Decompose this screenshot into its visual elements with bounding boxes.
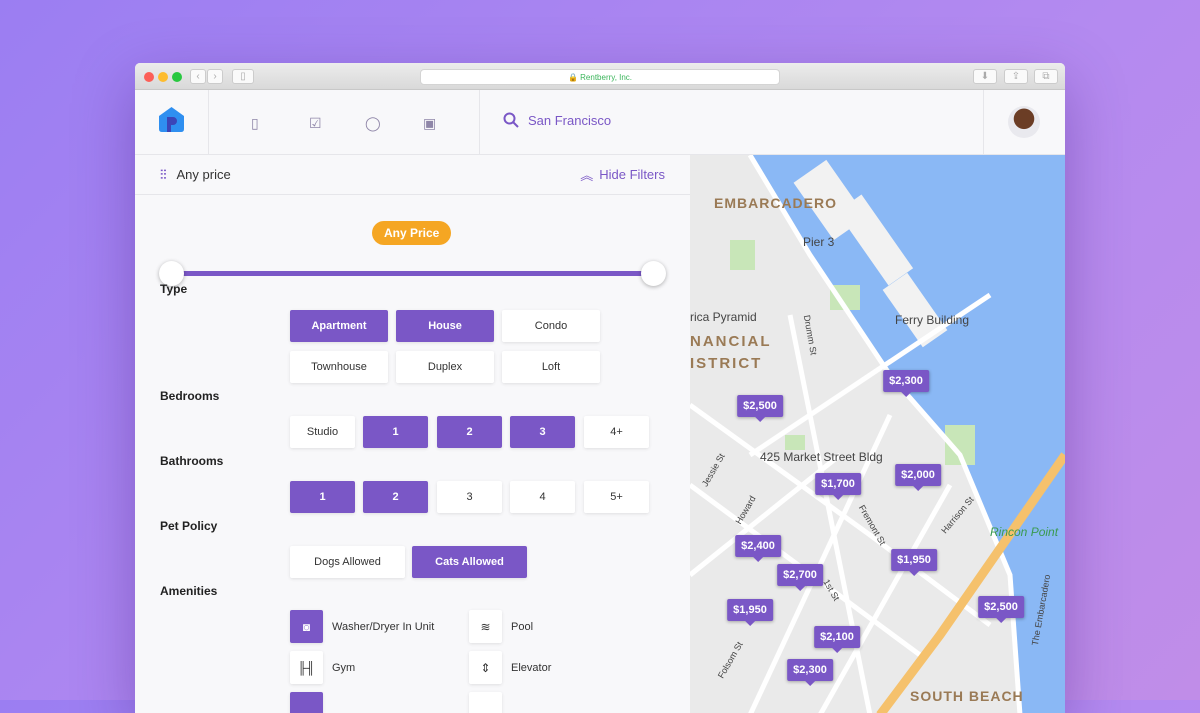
bathrooms-option[interactable]: 2 [363, 481, 428, 513]
type-label: Type [160, 282, 188, 296]
pet-policy-option[interactable]: Dogs Allowed [290, 546, 405, 578]
price-slider-min-handle[interactable] [159, 261, 184, 286]
amenity-option[interactable]: ≋ Pool [469, 610, 533, 643]
bedrooms-option[interactable]: 2 [437, 416, 502, 448]
type-option[interactable]: Loft [502, 351, 600, 383]
price-marker[interactable]: $2,300 [787, 659, 833, 686]
type-option[interactable]: Apartment [290, 310, 388, 342]
type-option[interactable]: Condo [502, 310, 600, 342]
bedrooms-option[interactable]: 4+ [584, 416, 649, 448]
map-label: Rincon Point [990, 525, 1059, 539]
back-button[interactable]: ‹ [190, 69, 206, 84]
price-summary: Any price [176, 167, 231, 182]
map-label: ISTRICT [690, 355, 763, 372]
bathrooms-option[interactable]: 5+ [584, 481, 649, 513]
price-pill: Any Price [372, 221, 452, 245]
tabs-icon[interactable]: ⧉ [1034, 69, 1058, 84]
browser-window: ‹ › ▯ 🔒 Rentberry, Inc. ⬇ ⇪ ⧉ ▯ ☑ ◯ ▣ Sa… [135, 63, 1065, 713]
close-button[interactable] [144, 72, 154, 82]
sidebar-toggle-icon[interactable]: ▯ [232, 69, 254, 84]
location-search[interactable]: San Francisco [503, 112, 611, 128]
share-icon[interactable]: ⇪ [1004, 69, 1028, 84]
bathrooms-option[interactable]: 4 [510, 481, 575, 513]
avatar[interactable] [1008, 106, 1040, 138]
filters-panel: ⫶⫶ Any price ︽ Hide Filters Any Price Type… [135, 155, 690, 713]
map-label: Ferry Building [895, 313, 970, 327]
dumbbell-icon: ╟╢ [290, 651, 323, 684]
price-marker[interactable]: $2,100 [814, 626, 860, 653]
bathrooms-label: Bathrooms [160, 454, 224, 468]
pool-icon: ≋ [469, 610, 502, 643]
book-icon[interactable]: ▯ [251, 115, 259, 131]
price-marker[interactable]: $2,500 [737, 395, 783, 422]
type-option[interactable]: Townhouse [290, 351, 388, 383]
type-option[interactable]: House [396, 310, 494, 342]
browser-titlebar: ‹ › ▯ 🔒 Rentberry, Inc. ⬇ ⇪ ⧉ [135, 63, 1065, 90]
price-marker[interactable]: $2,400 [735, 535, 781, 562]
hide-filters-label: Hide Filters [599, 167, 665, 182]
price-slider-max-handle[interactable] [641, 261, 666, 286]
address-bar[interactable]: 🔒 Rentberry, Inc. [420, 69, 780, 85]
map-label: SOUTH BEACH [910, 688, 1024, 704]
download-icon[interactable]: ⬇ [973, 69, 997, 84]
wallet-icon[interactable]: ▣ [423, 115, 437, 131]
pet-policy-label: Pet Policy [160, 519, 218, 533]
checkbox-icon[interactable]: ☑ [309, 115, 322, 131]
bathrooms-option[interactable]: 3 [437, 481, 502, 513]
search-icon [503, 112, 519, 128]
map-label: rica Pyramid [690, 310, 757, 324]
chevron-up-icon: ︽ [580, 168, 594, 183]
price-marker[interactable]: $2,000 [895, 464, 941, 491]
price-marker[interactable]: $1,950 [891, 549, 937, 576]
sliders-icon: ⫶⫶ [160, 166, 167, 182]
amenity-label: Pool [511, 620, 534, 633]
maximize-button[interactable] [172, 72, 182, 82]
amenity-label: Elevator [511, 661, 552, 674]
price-marker[interactable]: $2,300 [883, 370, 929, 397]
amenity-option[interactable]: ⇕ Elevator [469, 651, 551, 684]
search-value: San Francisco [528, 112, 612, 128]
pet-policy-option[interactable]: Cats Allowed [412, 546, 527, 578]
map-label: NANCIAL [690, 333, 772, 350]
amenity-option[interactable]: ╟╢ Gym [290, 651, 355, 684]
map-label: Pier 3 [803, 235, 835, 249]
elevator-icon: ⇕ [469, 651, 502, 684]
price-marker[interactable]: $2,500 [978, 596, 1024, 623]
map-label: EMBARCADERO [714, 195, 837, 211]
bedrooms-option[interactable]: Studio [290, 416, 355, 448]
amenity-label: Gym [332, 661, 356, 674]
price-marker[interactable]: $2,700 [777, 564, 823, 591]
bedrooms-option[interactable]: 1 [363, 416, 428, 448]
bedrooms-option[interactable]: 3 [510, 416, 575, 448]
amenity-option[interactable]: ◙ Washer/Dryer In Unit [290, 610, 434, 643]
lock-icon: 🔒 [567, 73, 578, 82]
map-base [690, 155, 1065, 713]
amenities-label: Amenities [160, 584, 218, 598]
price-marker[interactable]: $1,700 [815, 473, 861, 500]
price-marker[interactable]: $1,950 [727, 599, 773, 626]
price-slider-track[interactable] [172, 271, 652, 276]
bedrooms-label: Bedrooms [160, 389, 220, 403]
map-label: 425 Market Street Bldg [760, 450, 883, 464]
map[interactable]: EMBARCADERO Pier 3 Ferry Building rica Pyra… [690, 155, 1065, 713]
chat-icon[interactable]: ◯ [365, 115, 381, 131]
hide-filters-button[interactable]: ︽ Hide Filters [580, 165, 665, 184]
forward-button[interactable]: › [207, 69, 223, 84]
app-header: ▯ ☑ ◯ ▣ San Francisco [135, 90, 1065, 155]
amenity-label: Washer/Dryer In Unit [332, 620, 435, 633]
rentberry-logo[interactable] [159, 107, 184, 132]
bathrooms-option[interactable]: 1 [290, 481, 355, 513]
url-text: Rentberry, Inc. [580, 73, 633, 82]
type-option[interactable]: Duplex [396, 351, 494, 383]
washer-icon: ◙ [290, 610, 323, 643]
minimize-button[interactable] [158, 72, 168, 82]
